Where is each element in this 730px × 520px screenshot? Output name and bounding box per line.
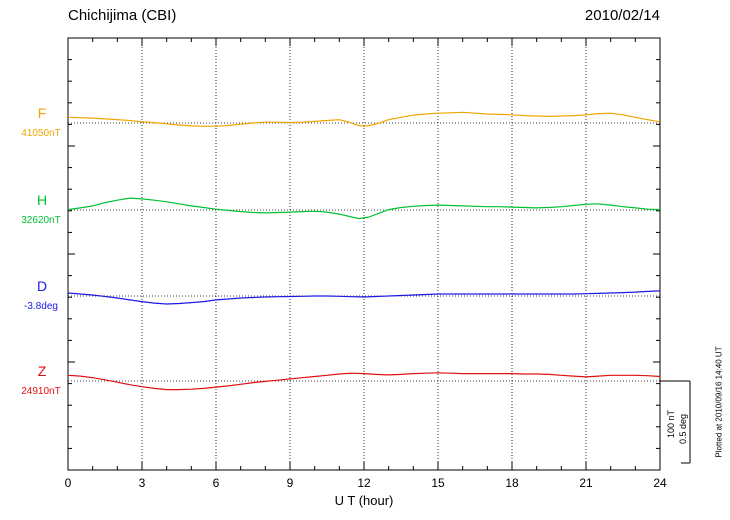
trace-H — [67, 197, 661, 220]
series-label-H: H — [36, 192, 48, 208]
date-label: 2010/02/14 — [584, 7, 660, 24]
x-tick-label: 9 — [286, 476, 294, 490]
x-tick-label: 0 — [64, 476, 72, 490]
series-baseline-value-D: -3.8deg — [24, 301, 58, 312]
series-baseline-value-F: 41050nT — [21, 128, 61, 139]
station-title: Chichijima (CBI) — [68, 7, 177, 24]
x-tick-label: 18 — [505, 476, 519, 490]
x-axis-title: U T (hour) — [334, 493, 394, 508]
scale-bar-deg-label: 0.5 deg — [678, 413, 688, 445]
trace-F — [67, 111, 661, 127]
trace-D — [67, 290, 661, 305]
x-tick-label: 21 — [579, 476, 593, 490]
series-label-F: F — [37, 105, 47, 121]
x-tick-label: 24 — [653, 476, 667, 490]
series-label-D: D — [36, 278, 48, 294]
series-baseline-value-H: 32620nT — [21, 215, 61, 226]
scale-bar-nt-label: 100 nT — [666, 409, 676, 439]
x-tick-label: 6 — [212, 476, 220, 490]
series-label-Z: Z — [37, 363, 47, 379]
x-tick-label: 12 — [357, 476, 371, 490]
series-baseline-value-Z: 24910nT — [21, 386, 61, 397]
x-tick-label: 3 — [138, 476, 146, 490]
plotted-at-note: Plotted at 2010/09/16 14:40 UT — [714, 346, 724, 458]
x-tick-label: 15 — [431, 476, 445, 490]
trace-Z — [67, 372, 661, 391]
